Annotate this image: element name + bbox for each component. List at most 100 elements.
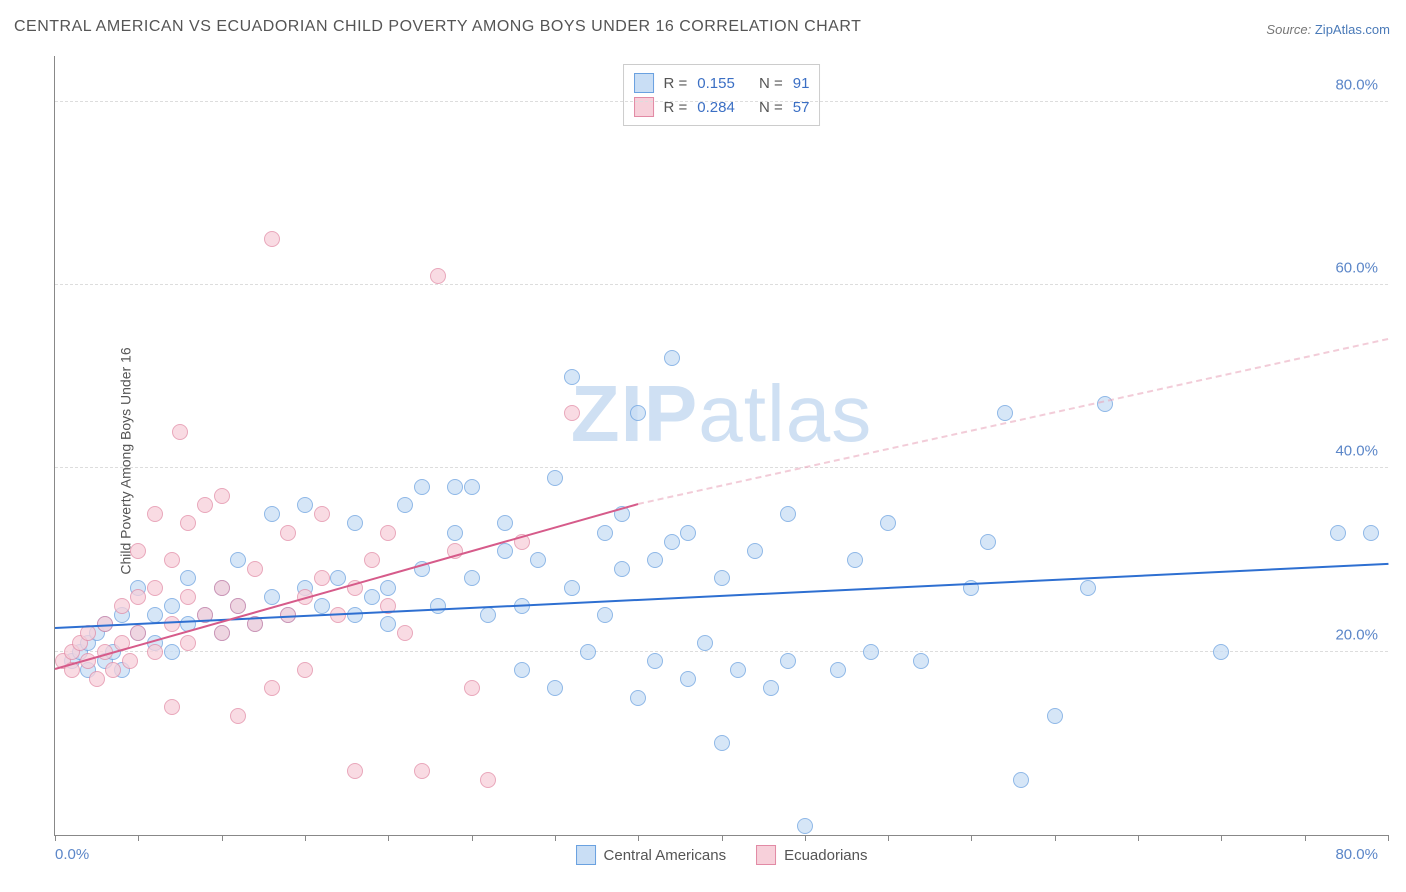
scatter-point	[364, 589, 380, 605]
scatter-point	[647, 653, 663, 669]
source-link[interactable]: ZipAtlas.com	[1315, 22, 1390, 37]
scatter-point	[297, 662, 313, 678]
x-tick-mark	[638, 835, 639, 841]
x-tick-mark	[555, 835, 556, 841]
scatter-point	[614, 561, 630, 577]
scatter-point	[130, 543, 146, 559]
legend-label-series1: Central Americans	[604, 847, 727, 864]
scatter-point	[863, 644, 879, 660]
scatter-point	[380, 580, 396, 596]
scatter-point	[697, 635, 713, 651]
scatter-point	[797, 818, 813, 834]
y-tick-label: 60.0%	[1335, 260, 1378, 277]
scatter-point	[164, 616, 180, 632]
scatter-point	[830, 662, 846, 678]
scatter-point	[280, 525, 296, 541]
scatter-point	[847, 552, 863, 568]
legend-label-series2: Ecuadorians	[784, 847, 867, 864]
scatter-point	[264, 680, 280, 696]
source-label: Source:	[1266, 22, 1311, 37]
scatter-point	[547, 680, 563, 696]
scatter-point	[480, 607, 496, 623]
scatter-point	[1330, 525, 1346, 541]
scatter-point	[230, 598, 246, 614]
plot-area: ZIPatlas R = 0.155 N = 91 R = 0.284 N	[54, 56, 1388, 836]
trend-line	[638, 338, 1388, 505]
scatter-point	[714, 570, 730, 586]
x-tick-mark	[888, 835, 889, 841]
scatter-point	[297, 497, 313, 513]
scatter-point	[80, 625, 96, 641]
chart-title: CENTRAL AMERICAN VS ECUADORIAN CHILD POV…	[14, 18, 861, 36]
scatter-point	[264, 589, 280, 605]
stats-r-value-1: 0.155	[697, 75, 735, 92]
gridline	[55, 467, 1388, 468]
x-tick-mark	[138, 835, 139, 841]
scatter-point	[630, 405, 646, 421]
scatter-point	[447, 525, 463, 541]
scatter-point	[997, 405, 1013, 421]
scatter-point	[780, 506, 796, 522]
legend-item-series2: Ecuadorians	[756, 845, 867, 865]
scatter-point	[497, 515, 513, 531]
scatter-point	[564, 369, 580, 385]
legend-item-series1: Central Americans	[576, 845, 727, 865]
y-tick-label: 20.0%	[1335, 626, 1378, 643]
stats-box: R = 0.155 N = 91 R = 0.284 N = 57	[623, 64, 821, 126]
scatter-point	[314, 598, 330, 614]
scatter-point	[264, 231, 280, 247]
scatter-point	[164, 644, 180, 660]
scatter-point	[147, 607, 163, 623]
scatter-point	[147, 506, 163, 522]
scatter-point	[597, 525, 613, 541]
scatter-point	[314, 570, 330, 586]
scatter-point	[172, 424, 188, 440]
scatter-point	[1363, 525, 1379, 541]
scatter-point	[530, 552, 546, 568]
scatter-point	[214, 488, 230, 504]
stats-row-series1: R = 0.155 N = 91	[634, 71, 810, 95]
gridline	[55, 284, 1388, 285]
scatter-point	[597, 607, 613, 623]
scatter-point	[197, 497, 213, 513]
scatter-point	[747, 543, 763, 559]
x-tick-mark	[305, 835, 306, 841]
scatter-point	[105, 662, 121, 678]
scatter-point	[680, 671, 696, 687]
x-tick-mark	[1221, 835, 1222, 841]
stats-swatch-series1	[634, 73, 654, 93]
scatter-point	[164, 699, 180, 715]
scatter-point	[580, 644, 596, 660]
gridline	[55, 651, 1388, 652]
scatter-point	[180, 570, 196, 586]
x-tick-mark	[805, 835, 806, 841]
scatter-point	[1080, 580, 1096, 596]
scatter-point	[630, 690, 646, 706]
scatter-point	[464, 680, 480, 696]
scatter-point	[330, 570, 346, 586]
scatter-point	[247, 561, 263, 577]
chart-wrap: Child Poverty Among Boys Under 16 ZIPatl…	[14, 46, 1392, 876]
x-tick-mark	[1388, 835, 1389, 841]
scatter-point	[230, 552, 246, 568]
scatter-point	[564, 405, 580, 421]
x-tick-mark	[1055, 835, 1056, 841]
legend-swatch-series1	[576, 845, 596, 865]
scatter-point	[664, 534, 680, 550]
scatter-point	[664, 350, 680, 366]
scatter-point	[780, 653, 796, 669]
scatter-point	[214, 580, 230, 596]
gridline	[55, 101, 1388, 102]
scatter-point	[430, 598, 446, 614]
scatter-point	[364, 552, 380, 568]
scatter-point	[230, 708, 246, 724]
scatter-point	[130, 625, 146, 641]
scatter-point	[347, 515, 363, 531]
scatter-point	[180, 515, 196, 531]
scatter-point	[514, 662, 530, 678]
scatter-point	[464, 570, 480, 586]
scatter-point	[122, 653, 138, 669]
scatter-point	[380, 525, 396, 541]
scatter-point	[647, 552, 663, 568]
watermark-atlas: atlas	[698, 369, 872, 458]
